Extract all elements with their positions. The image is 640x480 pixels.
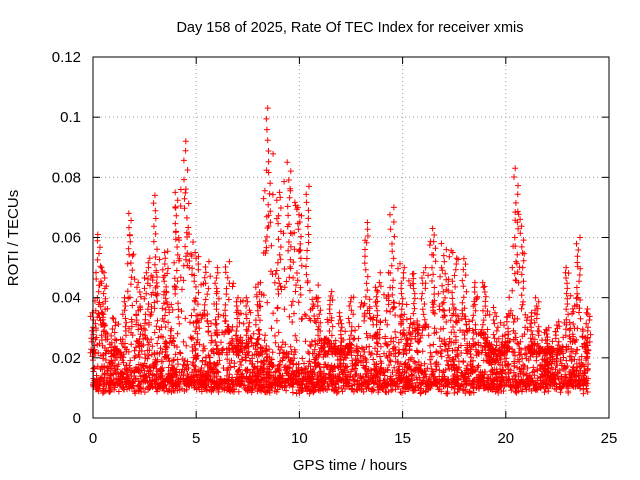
y-tick-label: 0.06	[52, 230, 81, 247]
axis-ticks	[92, 56, 610, 419]
y-tick-label: 0.1	[60, 109, 81, 126]
y-axis-label: ROTI / TECUs	[5, 190, 22, 286]
x-tick-label: 10	[291, 430, 308, 447]
x-axis-tick-labels: 0 5 10 15 20 25	[89, 430, 618, 447]
x-axis-label: GPS time / hours	[293, 457, 407, 474]
x-tick-label: 20	[497, 430, 514, 447]
x-tick-label: 25	[601, 430, 618, 447]
y-tick-label: 0.08	[52, 169, 81, 186]
y-axis-tick-labels: 0 0.02 0.04 0.06 0.08 0.1 0.12	[52, 49, 81, 427]
y-tick-label: 0.02	[52, 350, 81, 367]
y-tick-label: 0.12	[52, 49, 81, 66]
x-tick-label: 5	[192, 430, 200, 447]
y-tick-label: 0.04	[52, 290, 81, 307]
y-tick-label: 0	[73, 410, 81, 427]
chart-title: Day 158 of 2025, Rate Of TEC Index for r…	[176, 20, 523, 36]
x-tick-label: 0	[89, 430, 97, 447]
roti-data-points	[87, 105, 594, 397]
x-tick-label: 15	[394, 430, 411, 447]
data-points	[87, 105, 594, 397]
